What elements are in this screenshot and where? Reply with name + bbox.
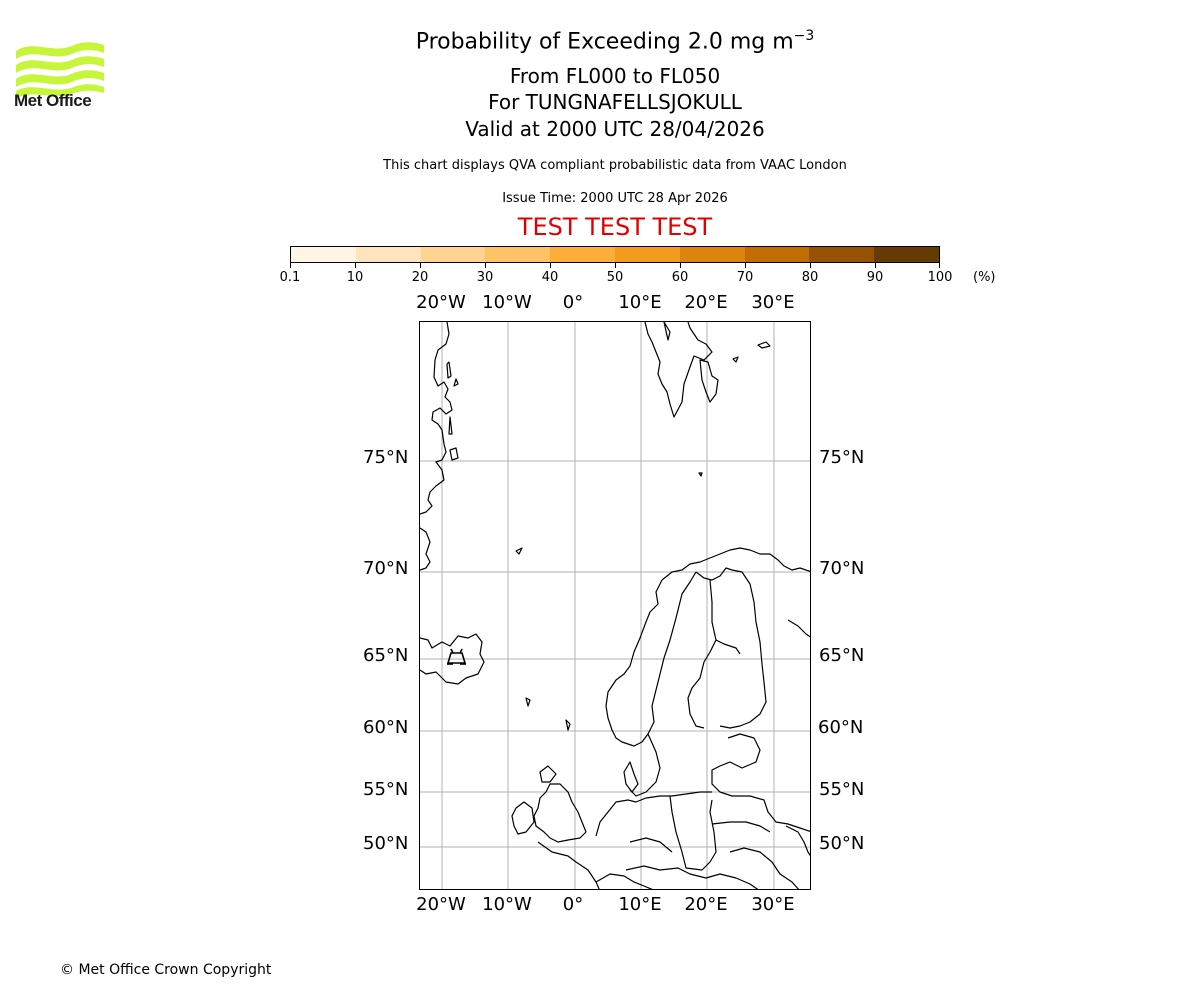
- lat-label-right: 70°N: [819, 558, 865, 579]
- lat-label-left: 75°N: [363, 447, 409, 468]
- colorbar-tick-label: 40: [541, 270, 559, 285]
- colorbar-tick-label: 10: [346, 270, 364, 285]
- chart-title-superscript: −3: [793, 28, 815, 44]
- colorbar-segment-8: [809, 247, 875, 262]
- lon-label-bottom: 0°: [562, 894, 584, 915]
- coastlines: [420, 322, 810, 889]
- lat-label-right: 75°N: [819, 447, 865, 468]
- lon-label-top: 10°W: [482, 292, 532, 313]
- colorbar-tick-label: 60: [671, 270, 689, 285]
- colorbar-segment-4: [550, 247, 615, 262]
- lat-label-right: 50°N: [819, 833, 865, 854]
- lon-label-bottom: 20°E: [684, 894, 728, 915]
- colorbar-tick-label: 0.1: [279, 270, 301, 285]
- chart-title-text: Probability of Exceeding 2.0 mg m: [415, 29, 794, 55]
- colorbar-segment-3: [485, 247, 551, 262]
- lat-label-left: 65°N: [363, 645, 409, 666]
- lat-label-left: 55°N: [363, 779, 409, 800]
- lon-label-top: 20°W: [416, 292, 466, 313]
- lat-label-right: 65°N: [819, 645, 865, 666]
- lon-label-top: 10°E: [618, 292, 662, 313]
- colorbar-tick-label: 100: [927, 270, 953, 285]
- colorbar-unit: (%): [973, 270, 996, 285]
- map-canvas: [420, 322, 810, 889]
- chart-title: Probability of Exceeding 2.0 mg m−3: [0, 28, 1200, 54]
- colorbar-tick-label: 30: [476, 270, 494, 285]
- probability-colorbar: [290, 246, 940, 263]
- colorbar-segment-5: [614, 247, 680, 262]
- colorbar-tick-label: 70: [736, 270, 754, 285]
- colorbar-tick-label: 50: [606, 270, 624, 285]
- copyright-notice: © Met Office Crown Copyright: [60, 962, 272, 978]
- colorbar-tick-label: 80: [801, 270, 819, 285]
- met-office-waves-icon: [16, 42, 104, 98]
- lon-label-top: 0°: [562, 292, 584, 313]
- valid-time: Valid at 2000 UTC 28/04/2026: [465, 117, 765, 141]
- chart-description: This chart displays QVA compliant probab…: [383, 158, 847, 173]
- met-office-logo-text: Met Office: [14, 91, 92, 110]
- lat-label-right: 60°N: [818, 717, 864, 738]
- lon-label-top: 20°E: [684, 292, 728, 313]
- lat-label-left: 50°N: [363, 833, 409, 854]
- lon-label-bottom: 20°W: [416, 894, 466, 915]
- colorbar-segment-7: [744, 247, 810, 262]
- colorbar-segment-0: [291, 247, 356, 262]
- level-range: From FL000 to FL050: [509, 64, 721, 88]
- colorbar-segment-9: [874, 247, 939, 262]
- lon-label-bottom: 30°E: [751, 894, 795, 915]
- map-gridlines: [420, 322, 810, 889]
- volcano-icon: [446, 648, 467, 665]
- volcano-name: For TUNGNAFELLSJOKULL: [488, 90, 742, 114]
- test-banner: TEST TEST TEST: [517, 213, 713, 241]
- lat-label-right: 55°N: [819, 779, 865, 800]
- colorbar-segment-2: [420, 247, 486, 262]
- map-panel[interactable]: [419, 321, 811, 890]
- colorbar-tick-label: 20: [411, 270, 429, 285]
- lon-label-top: 30°E: [751, 292, 795, 313]
- lat-label-left: 60°N: [363, 717, 409, 738]
- colorbar-tick-label: 90: [866, 270, 884, 285]
- issue-time: Issue Time: 2000 UTC 28 Apr 2026: [502, 191, 728, 206]
- lon-label-bottom: 10°E: [618, 894, 662, 915]
- lon-label-bottom: 10°W: [482, 894, 532, 915]
- colorbar-segment-1: [355, 247, 421, 262]
- colorbar-segment-6: [679, 247, 745, 262]
- lat-label-left: 70°N: [363, 558, 409, 579]
